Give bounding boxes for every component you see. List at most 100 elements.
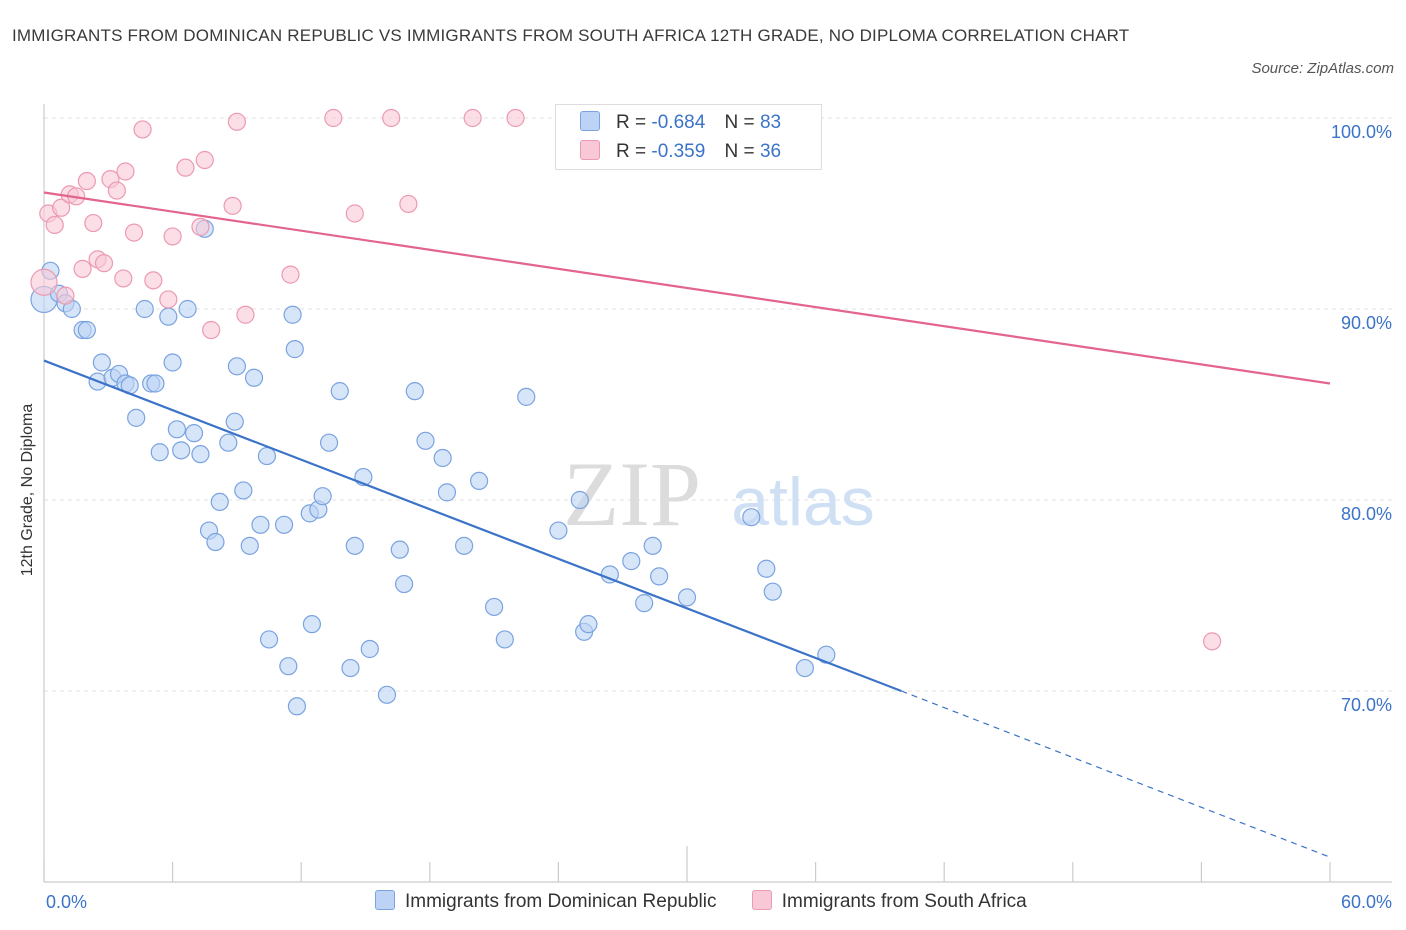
watermark-atlas: atlas <box>731 464 875 540</box>
point-south-africa <box>124 223 144 242</box>
point-south-africa <box>94 254 114 273</box>
point-south-africa <box>236 305 255 324</box>
point-south-africa <box>30 268 58 296</box>
trend-lines <box>43 191 1331 858</box>
point-south-africa <box>227 112 246 131</box>
point-dominican <box>240 536 259 555</box>
stats-legend: R = -0.684 N = 83 R = -0.359 N = 36 <box>555 104 822 170</box>
point-dominican <box>167 420 186 439</box>
point-dominican <box>360 639 379 659</box>
legend-r-label: R = <box>616 141 647 162</box>
point-south-africa <box>116 162 135 181</box>
legend-n-label: N = <box>724 141 755 162</box>
source-label: Source: ZipAtlas.com <box>1251 60 1394 77</box>
x-tick-label: 0.0% <box>46 892 87 912</box>
point-dominican <box>454 536 474 555</box>
tick-labels: 70.0% 80.0% 90.0% 100.0% 0.0% 60.0% <box>46 122 1392 912</box>
point-dominican <box>92 353 111 372</box>
axes <box>43 104 1392 883</box>
point-south-africa <box>144 271 163 290</box>
legend-swatch-pink <box>580 140 600 160</box>
point-dominican <box>650 567 669 586</box>
point-south-africa <box>77 171 96 191</box>
point-dominican <box>150 443 169 462</box>
point-south-africa <box>163 227 182 246</box>
point-dominican <box>795 658 814 678</box>
legend-n-value: 83 <box>759 112 782 133</box>
point-dominican <box>313 487 332 506</box>
legend-r-label: R = <box>616 112 647 133</box>
point-south-africa <box>73 259 92 278</box>
legend-row-south-africa: R = -0.359 N = 36 <box>580 140 781 164</box>
point-dominican <box>345 536 364 555</box>
trend-line-dominican-extension <box>901 690 1331 858</box>
point-dominican <box>178 299 197 319</box>
point-dominican <box>517 387 536 406</box>
legend-item-dominican[interactable]: Immigrants from Dominican Republic <box>375 890 717 913</box>
point-dominican <box>635 594 654 613</box>
legend-swatch-blue <box>580 111 600 131</box>
point-south-africa <box>345 204 364 223</box>
point-dominican <box>163 353 182 372</box>
point-dominican <box>244 368 264 387</box>
point-dominican <box>225 412 244 431</box>
point-south-africa <box>176 158 195 177</box>
point-dominican <box>77 320 96 340</box>
chart-title: IMMIGRANTS FROM DOMINICAN REPUBLIC VS IM… <box>12 26 1130 45</box>
point-south-africa <box>107 181 126 200</box>
point-dominican <box>341 658 360 678</box>
y-tick-label: 90.0% <box>1341 313 1392 333</box>
point-dominican <box>757 559 776 578</box>
point-dominican <box>319 433 339 452</box>
point-dominican <box>227 357 246 376</box>
point-dominican <box>191 445 210 464</box>
point-dominican <box>279 657 298 676</box>
point-south-africa <box>202 320 221 340</box>
point-dominican <box>677 588 697 607</box>
legend-item-south-africa[interactable]: Immigrants from South Africa <box>751 890 1027 913</box>
point-south-africa <box>159 290 178 309</box>
legend-swatch-pink <box>751 890 772 910</box>
point-dominican <box>394 574 414 594</box>
point-dominican <box>127 408 146 427</box>
point-south-africa <box>114 269 133 288</box>
legend-r-value: -0.684 <box>651 112 706 133</box>
y-tick-label: 80.0% <box>1341 504 1392 524</box>
point-south-africa <box>45 215 64 235</box>
point-dominican <box>172 441 191 460</box>
point-dominican <box>390 540 409 559</box>
point-dominican <box>219 433 238 452</box>
point-south-africa <box>195 150 214 170</box>
point-south-africa <box>1203 632 1222 651</box>
point-south-africa <box>324 108 343 128</box>
point-dominican <box>377 685 397 704</box>
point-dominican <box>135 299 154 319</box>
point-dominican <box>146 374 165 393</box>
legend-r-value: -0.359 <box>651 141 706 162</box>
point-dominican <box>159 307 178 326</box>
point-south-africa <box>56 286 75 305</box>
trend-line-dominican <box>43 359 902 693</box>
point-dominican <box>742 508 761 527</box>
point-dominican <box>763 582 782 601</box>
point-dominican <box>579 615 598 634</box>
point-dominican <box>433 448 452 468</box>
point-dominican <box>287 697 307 716</box>
point-south-africa <box>281 265 300 284</box>
point-dominican <box>549 521 568 540</box>
series-legend: Immigrants from Dominican Republic Immig… <box>375 890 1057 913</box>
point-dominican <box>330 382 349 401</box>
point-dominican <box>210 492 229 512</box>
point-south-africa <box>133 120 152 139</box>
legend-row-dominican: R = -0.684 N = 83 <box>580 111 781 135</box>
point-dominican <box>485 597 504 617</box>
legend-n-label: N = <box>724 112 755 133</box>
point-south-africa <box>52 198 71 217</box>
legend-n-value: 36 <box>759 141 782 162</box>
point-dominican <box>274 515 294 534</box>
point-dominican <box>283 305 302 324</box>
gridlines <box>44 117 1392 692</box>
legend-label-south-africa: Immigrants from South Africa <box>781 891 1027 912</box>
point-dominican <box>302 615 322 634</box>
